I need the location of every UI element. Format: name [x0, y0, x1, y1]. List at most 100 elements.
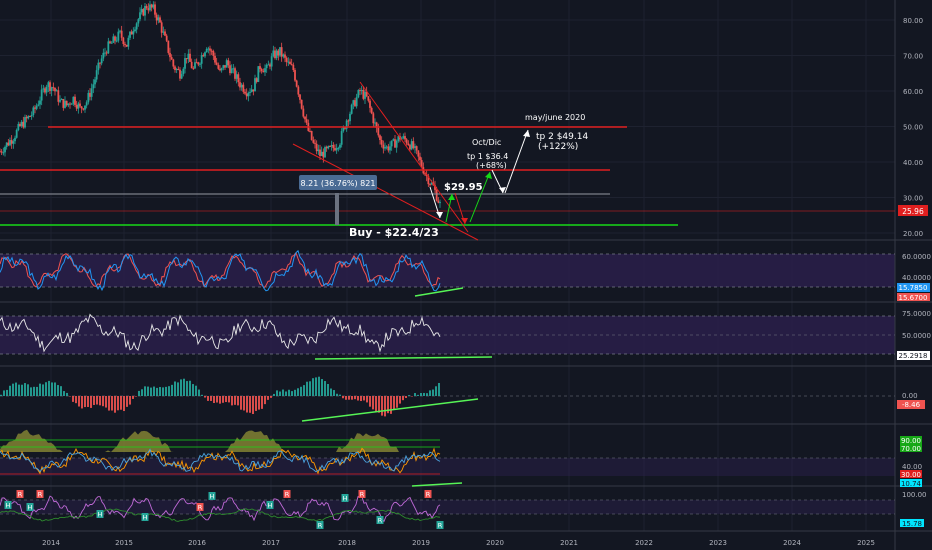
- candle-body: [309, 130, 311, 132]
- candle-body: [180, 74, 183, 79]
- candle-body: [264, 68, 266, 73]
- histogram-bar: [306, 381, 308, 396]
- histogram-bar: [48, 380, 50, 396]
- ind1-tag2-box: [897, 293, 930, 301]
- candle-body: [410, 141, 413, 150]
- candle-body: [110, 42, 113, 44]
- wedge-lower-line: [292, 143, 479, 241]
- candle-body: [259, 66, 261, 70]
- histogram-bar: [60, 386, 62, 396]
- candle-body: [120, 30, 123, 38]
- ind3-tick-1: 0.00: [902, 392, 918, 400]
- ind4-tick-40: 40.00: [902, 463, 922, 471]
- ind4-tag-70-box: [900, 444, 922, 452]
- candle-body: [209, 48, 211, 51]
- histogram-bar: [282, 389, 284, 396]
- histogram-bar: [294, 389, 296, 396]
- indicator4-band: [0, 458, 895, 476]
- candle-body: [347, 120, 350, 122]
- candle-body: [390, 140, 393, 147]
- signal-marker-label: R: [318, 522, 323, 530]
- price-tick-label: 50.00: [903, 124, 923, 132]
- candle-body: [30, 115, 33, 117]
- ind4-divergence-line: [411, 482, 463, 487]
- candle-body: [22, 121, 25, 128]
- candle-body: [277, 50, 280, 56]
- candle-body: [389, 146, 391, 151]
- candle-body: [54, 87, 56, 92]
- histogram-bar: [105, 396, 107, 408]
- histogram-bar: [99, 396, 101, 406]
- ind2-divergence-line: [314, 356, 493, 360]
- candle-body: [55, 90, 58, 92]
- candle-body: [325, 147, 328, 149]
- histogram-bar: [315, 377, 317, 396]
- candle-body: [192, 68, 195, 70]
- histogram-bar: [141, 389, 143, 396]
- histogram-bar: [225, 396, 227, 403]
- histogram-bar: [57, 385, 59, 396]
- candle-body: [149, 4, 151, 11]
- histogram-bar: [387, 396, 389, 414]
- candle-body: [199, 63, 201, 65]
- histogram-bar: [267, 396, 269, 400]
- candle-body: [379, 135, 381, 140]
- year-tick-label: 2019: [412, 539, 430, 547]
- histogram-bar: [288, 389, 290, 396]
- candle-body: [77, 103, 80, 109]
- histogram-bar: [183, 378, 185, 396]
- candle-body: [125, 44, 128, 47]
- histogram-bar: [180, 379, 182, 396]
- ind5-tag-box: [900, 519, 924, 527]
- histogram-bar: [120, 396, 122, 410]
- candle-body: [124, 43, 126, 45]
- candle-body: [60, 99, 63, 101]
- signal-marker-label: R: [438, 522, 443, 530]
- histogram-bar: [51, 382, 53, 396]
- candle-body: [129, 31, 131, 38]
- signal-marker-label: H: [210, 493, 215, 501]
- histogram-bar: [30, 387, 32, 396]
- candle-body: [59, 99, 61, 102]
- ind4-tag-red: 30.00: [901, 471, 921, 479]
- candle-body: [102, 52, 105, 59]
- candle-body: [19, 123, 21, 126]
- candle-body: [289, 61, 291, 65]
- oct-dic-label: Oct/Dic: [472, 138, 501, 147]
- histogram-bar: [138, 390, 140, 396]
- time-axis: 2014 2015 2016 2017 2018 2019 2020 2021 2022 2023…: [42, 539, 875, 547]
- histogram-bar: [201, 394, 203, 396]
- histogram-bar: [135, 396, 137, 397]
- candle-body: [270, 56, 273, 67]
- histogram-bar: [69, 396, 71, 397]
- year-tick-label: 2016: [188, 539, 206, 547]
- ind5-tag: 15.78: [902, 520, 922, 528]
- signal-marker-label: R: [426, 491, 431, 499]
- price-tick-label: 40.00: [903, 159, 923, 167]
- candle-body: [282, 54, 285, 57]
- candle-body: [285, 57, 288, 62]
- candle-body: [45, 86, 48, 93]
- candle-body: [434, 185, 436, 190]
- candle-body: [272, 50, 275, 57]
- histogram-bar: [78, 396, 80, 407]
- candle-body: [260, 69, 263, 72]
- candle-body: [165, 35, 168, 41]
- candle-body: [342, 127, 345, 132]
- price-tick-label: 30.00: [903, 195, 923, 203]
- candle-body: [402, 136, 405, 139]
- candle-body: [397, 136, 400, 142]
- may-june-label: may/june 2020: [525, 113, 585, 122]
- candle-body: [195, 62, 198, 64]
- candle-body: [409, 145, 411, 150]
- histogram-bar: [27, 384, 29, 396]
- candle-body: [239, 82, 241, 88]
- candle-body: [269, 64, 271, 67]
- candle-body: [350, 104, 353, 114]
- candle-body: [220, 68, 223, 71]
- candle-body: [367, 96, 370, 101]
- histogram-bar: [393, 396, 395, 410]
- histogram-bar: [324, 381, 326, 396]
- candle-body: [190, 61, 193, 69]
